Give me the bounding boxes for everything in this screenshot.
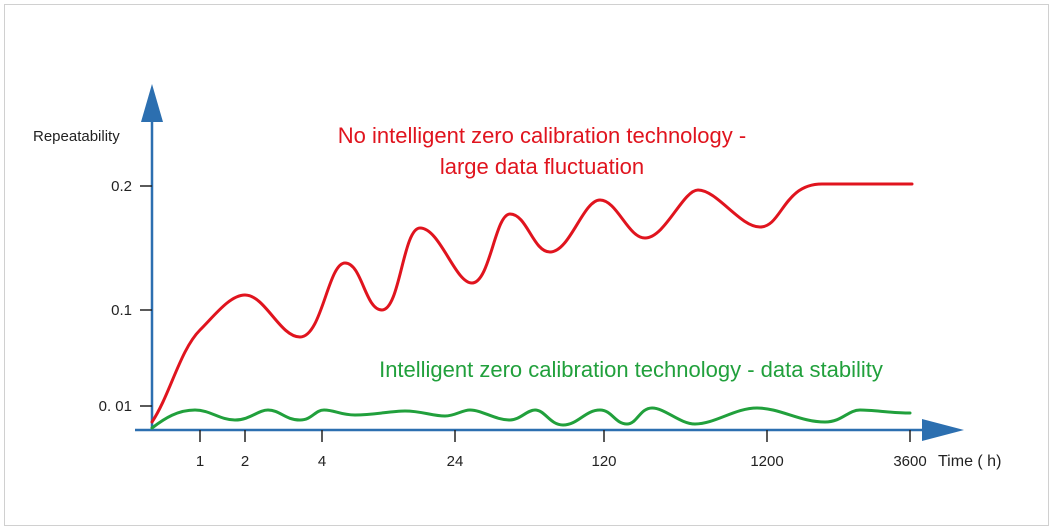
x-tick-label: 1 (196, 453, 204, 470)
x-tick-label: 2 (241, 453, 249, 470)
annotation-no-zero-calibration-line1: No intelligent zero calibration technolo… (338, 123, 746, 148)
x-tick-label: 4 (318, 453, 326, 470)
y-axis-title: Repeatability (33, 128, 120, 145)
x-tick-label: 1200 (750, 453, 783, 470)
y-ticks: 0.2 0.1 0. 01 (99, 178, 152, 415)
x-axis-arrow (922, 419, 964, 441)
series-no-zero-calibration-line (150, 182, 914, 424)
y-tick-label: 0.1 (111, 302, 132, 319)
x-tick-label: 3600 (893, 453, 926, 470)
x-tick-label: 24 (447, 453, 464, 470)
x-axis-title: Time ( h) (938, 453, 1001, 470)
annotation-no-zero-calibration-line2: large data fluctuation (440, 154, 644, 179)
y-axis-arrow (141, 84, 163, 122)
x-ticks: 1 2 4 24 120 1200 3600 (196, 430, 927, 470)
annotation-zero-calibration: Intelligent zero calibration technology … (379, 357, 883, 382)
x-tick-label: 120 (591, 453, 616, 470)
series-zero-calibration-line (150, 406, 912, 430)
y-tick-label: 0.2 (111, 178, 132, 195)
chart-frame (4, 4, 1049, 526)
y-tick-label: 0. 01 (99, 398, 132, 415)
